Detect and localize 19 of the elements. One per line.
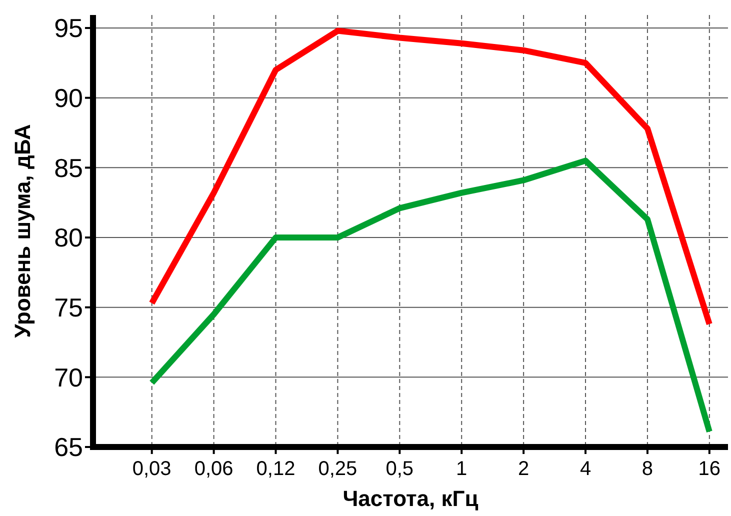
x-tick-label: 0,03 xyxy=(132,458,172,480)
y-tick-label: 90 xyxy=(54,82,83,113)
y-tick-label: 75 xyxy=(54,292,83,322)
y-tick-label: 95 xyxy=(54,13,83,44)
x-axis-title: Частота, кГц xyxy=(342,486,479,511)
y-tick-label: 80 xyxy=(54,222,83,253)
y-tick-label: 85 xyxy=(54,152,83,183)
x-tick-label: 0,5 xyxy=(386,458,414,480)
x-tick-label: 8 xyxy=(642,458,654,480)
x-tick-label: 0,25 xyxy=(318,458,358,480)
y-axis-title: Уровень шума, дБА xyxy=(10,124,35,338)
x-tick-label: 4 xyxy=(580,458,592,480)
y-tick-label: 65 xyxy=(54,432,83,462)
y-tick-label: 70 xyxy=(54,362,83,392)
x-tick-label: 1 xyxy=(456,458,468,480)
x-tick-label: 2 xyxy=(518,458,530,480)
x-tick-label: 0,12 xyxy=(256,458,296,480)
x-tick-label: 16 xyxy=(698,458,721,480)
x-tick-label: 0,06 xyxy=(194,458,234,480)
